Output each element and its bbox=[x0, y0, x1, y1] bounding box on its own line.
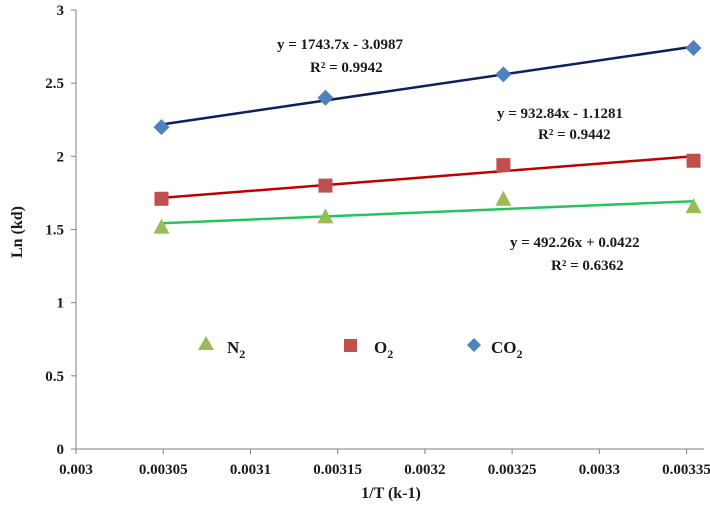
x-tick-label: 0.00315 bbox=[313, 462, 362, 478]
legend-n2-label: N2 bbox=[227, 338, 245, 361]
legend: N2 O2 CO2 bbox=[198, 336, 523, 361]
data-point-group bbox=[153, 40, 702, 234]
x-axis-title: 1/T (k-1) bbox=[361, 485, 421, 502]
co2-data-point bbox=[685, 40, 702, 57]
o2-r-squared: R² = 0.9442 bbox=[538, 127, 611, 143]
x-tick-label: 0.0033 bbox=[579, 462, 620, 478]
o2-data-point bbox=[496, 158, 511, 173]
o2-equation: y = 932.84x - 1.1281 bbox=[497, 106, 623, 122]
x-tick-label: 0.0032 bbox=[404, 462, 445, 478]
n2-data-point bbox=[153, 218, 170, 234]
co2-data-point bbox=[153, 119, 170, 136]
legend-n2-marker bbox=[198, 336, 214, 350]
x-tick-group: 0.003 0.00305 0.0031 0.00315 0.0032 0.00325 0.… bbox=[59, 449, 710, 478]
y-tick-label: 2.5 bbox=[45, 76, 64, 92]
legend-co2-label: CO2 bbox=[491, 338, 523, 361]
o2-data-point bbox=[686, 153, 701, 168]
legend-o2-label: O2 bbox=[374, 338, 393, 361]
legend-o2-marker bbox=[344, 339, 357, 352]
n2-data-point bbox=[495, 190, 512, 206]
trendline-n2 bbox=[161, 199, 694, 225]
co2-r-squared: R² = 0.9942 bbox=[310, 60, 383, 76]
y-tick-label: 1 bbox=[57, 296, 65, 312]
x-tick-label: 0.003 bbox=[59, 462, 93, 478]
n2-data-point bbox=[317, 208, 334, 224]
x-tick-label: 0.00305 bbox=[139, 462, 188, 478]
co2-equation: y = 1743.7x - 3.0987 bbox=[277, 37, 404, 53]
n2-data-point bbox=[685, 198, 702, 214]
n2-equation: y = 492.26x + 0.0422 bbox=[510, 235, 640, 251]
x-tick-label: 0.0031 bbox=[230, 462, 271, 478]
n2-r-squared: R² = 0.6362 bbox=[551, 258, 624, 274]
y-tick-label: 0 bbox=[57, 442, 65, 458]
o2-data-point bbox=[154, 191, 169, 206]
co2-data-point bbox=[495, 66, 512, 83]
y-axis-title: Ln (kd) bbox=[9, 206, 26, 258]
x-tick-label: 0.00335 bbox=[662, 462, 710, 478]
trendline-group bbox=[161, 45, 694, 225]
trendline-co2 bbox=[161, 45, 694, 126]
y-tick-label: 1.5 bbox=[45, 223, 64, 239]
co2-data-point bbox=[317, 89, 334, 106]
y-tick-label: 2 bbox=[57, 149, 65, 165]
o2-data-point bbox=[318, 178, 333, 193]
legend-co2-marker bbox=[467, 338, 481, 352]
y-tick-group: 0 0.5 1 1.5 2 2.5 3 bbox=[45, 3, 76, 458]
y-tick-label: 3 bbox=[57, 3, 65, 19]
y-tick-label: 0.5 bbox=[45, 369, 64, 385]
x-tick-label: 0.00325 bbox=[488, 462, 537, 478]
trendline-o2 bbox=[161, 154, 694, 200]
